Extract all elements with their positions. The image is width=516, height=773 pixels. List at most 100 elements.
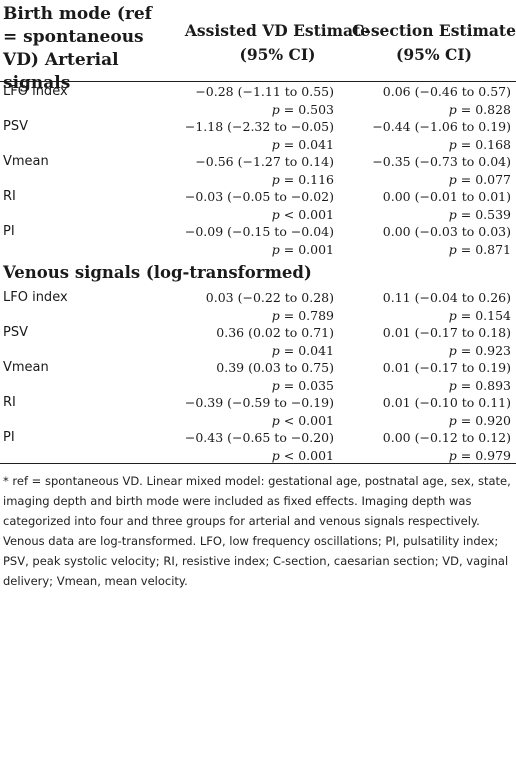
results-table: Birth mode (ref = spontaneous VD) Arteri… <box>0 0 516 588</box>
c-section-cell: 0.06 (−0.46 to 0.57) p = 0.828 <box>383 83 511 119</box>
assisted-vd-cell: −0.03 (−0.05 to −0.02) p < 0.001 <box>185 188 334 224</box>
assisted-vd-p-value: p = 0.035 <box>216 377 334 395</box>
table-row: PSV −1.18 (−2.32 to −0.05) p = 0.041 −0.44 … <box>0 117 516 152</box>
assisted-vd-estimate: −0.09 (−0.15 to −0.04) <box>184 224 334 239</box>
p-symbol: p <box>448 448 457 463</box>
p-symbol: p <box>448 413 457 428</box>
p-symbol: p <box>271 137 280 152</box>
assisted-vd-estimate: 0.36 (0.02 to 0.71) <box>216 325 334 340</box>
assisted-vd-cell: −0.28 (−1.11 to 0.55) p = 0.503 <box>195 83 334 119</box>
c-section-estimate: 0.01 (−0.17 to 0.18) <box>382 325 511 340</box>
table-footnote: * ref = spontaneous VD. Linear mixed mod… <box>3 474 511 588</box>
c-section-estimate: 0.11 (−0.04 to 0.26) <box>382 290 511 305</box>
p-value: = 0.154 <box>460 308 511 323</box>
assisted-vd-cell: 0.36 (0.02 to 0.71) p = 0.041 <box>216 324 334 360</box>
p-symbol: p <box>271 207 280 222</box>
row-label: RI <box>3 395 16 410</box>
p-symbol: p <box>448 308 457 323</box>
table-bottom-rule <box>0 463 516 464</box>
p-value: = 0.923 <box>460 343 511 358</box>
c-section-cell: 0.01 (−0.10 to 0.11) p = 0.920 <box>383 394 511 430</box>
venous-section: LFO index 0.03 (−0.22 to 0.28) p = 0.789 0.… <box>0 288 516 463</box>
p-symbol: p <box>448 102 457 117</box>
p-symbol: p <box>271 413 280 428</box>
assisted-vd-cell: −1.18 (−2.32 to −0.05) p = 0.041 <box>185 118 334 154</box>
p-value: = 0.041 <box>283 137 334 152</box>
p-symbol: p <box>448 207 457 222</box>
p-symbol: p <box>271 308 280 323</box>
c-section-p-value: p = 0.168 <box>372 136 511 154</box>
venous-section-title: Venous signals (log-transformed) <box>3 263 312 282</box>
c-section-cell: −0.35 (−0.73 to 0.04) p = 0.077 <box>372 153 511 189</box>
p-value: < 0.001 <box>283 413 334 428</box>
header-assisted-vd: Assisted VD Estimate (95% CI) <box>184 21 371 64</box>
c-section-estimate: 0.06 (−0.46 to 0.57) <box>382 84 511 99</box>
p-value: = 0.979 <box>460 448 511 463</box>
p-symbol: p <box>448 242 457 257</box>
row-label: RI <box>3 189 16 204</box>
assisted-vd-p-value: p = 0.041 <box>185 136 334 154</box>
assisted-vd-p-value: p = 0.789 <box>206 307 334 325</box>
p-symbol: p <box>448 172 457 187</box>
assisted-vd-estimate: −0.39 (−0.59 to −0.19) <box>184 395 334 410</box>
c-section-cell: 0.01 (−0.17 to 0.19) p = 0.893 <box>383 359 511 395</box>
c-section-estimate: 0.01 (−0.17 to 0.19) <box>382 360 511 375</box>
assisted-vd-estimate: 0.39 (0.03 to 0.75) <box>216 360 334 375</box>
c-section-estimate: 0.00 (−0.12 to 0.12) <box>382 430 511 445</box>
table-row: Vmean −0.56 (−1.27 to 0.14) p = 0.116 −0.35… <box>0 152 516 187</box>
table-row: LFO index 0.03 (−0.22 to 0.28) p = 0.789 0.… <box>0 288 516 323</box>
assisted-vd-p-value: p = 0.041 <box>216 342 334 360</box>
c-section-p-value: p = 0.893 <box>383 377 511 395</box>
p-symbol: p <box>448 343 457 358</box>
row-label: Vmean <box>3 154 49 169</box>
p-symbol: p <box>271 102 280 117</box>
table-row: RI −0.39 (−0.59 to −0.19) p < 0.001 0.01 (−… <box>0 393 516 428</box>
assisted-vd-estimate: −1.18 (−2.32 to −0.05) <box>184 119 334 134</box>
assisted-vd-p-value: p = 0.503 <box>195 101 334 119</box>
p-value: = 0.035 <box>283 378 334 393</box>
assisted-vd-estimate: −0.03 (−0.05 to −0.02) <box>184 189 334 204</box>
table-row: RI −0.03 (−0.05 to −0.02) p < 0.001 0.00 (−… <box>0 187 516 222</box>
c-section-p-value: p = 0.920 <box>383 412 511 430</box>
row-label: PSV <box>3 119 28 134</box>
assisted-vd-p-value: p = 0.001 <box>185 241 334 259</box>
assisted-vd-estimate: −0.43 (−0.65 to −0.20) <box>184 430 334 445</box>
assisted-vd-cell: −0.09 (−0.15 to −0.04) p = 0.001 <box>185 223 334 259</box>
row-label: Vmean <box>3 360 49 375</box>
assisted-vd-cell: 0.03 (−0.22 to 0.28) p = 0.789 <box>206 289 334 325</box>
p-symbol: p <box>271 242 280 257</box>
assisted-vd-cell: −0.43 (−0.65 to −0.20) p < 0.001 <box>185 429 334 465</box>
c-section-cell: 0.00 (−0.03 to 0.03) p = 0.871 <box>383 223 511 259</box>
assisted-vd-p-value: p < 0.001 <box>185 206 334 224</box>
c-section-estimate: 0.01 (−0.10 to 0.11) <box>382 395 511 410</box>
c-section-estimate: −0.35 (−0.73 to 0.04) <box>372 154 511 169</box>
assisted-vd-cell: −0.56 (−1.27 to 0.14) p = 0.116 <box>195 153 334 189</box>
c-section-cell: 0.00 (−0.12 to 0.12) p = 0.979 <box>383 429 511 465</box>
c-section-p-value: p = 0.077 <box>372 171 511 189</box>
assisted-vd-estimate: 0.03 (−0.22 to 0.28) <box>205 290 334 305</box>
c-section-p-value: p = 0.154 <box>383 307 511 325</box>
p-value: < 0.001 <box>283 448 334 463</box>
p-value: = 0.001 <box>283 242 334 257</box>
c-section-p-value: p = 0.871 <box>383 241 511 259</box>
p-value: = 0.871 <box>460 242 511 257</box>
table-header: Birth mode (ref = spontaneous VD) Arteri… <box>0 0 516 93</box>
assisted-vd-estimate: −0.56 (−1.27 to 0.14) <box>195 154 334 169</box>
p-value: = 0.116 <box>283 172 334 187</box>
row-label: LFO index <box>3 290 68 305</box>
c-section-estimate: 0.00 (−0.03 to 0.03) <box>382 224 511 239</box>
c-section-p-value: p = 0.828 <box>383 101 511 119</box>
p-symbol: p <box>448 378 457 393</box>
assisted-vd-p-value: p < 0.001 <box>185 412 334 430</box>
header-c-section: C-section Estimate (95% CI) <box>352 21 516 64</box>
p-symbol: p <box>271 172 280 187</box>
table-row: PI −0.43 (−0.65 to −0.20) p < 0.001 0.00 (−… <box>0 428 516 463</box>
p-value: < 0.001 <box>283 207 334 222</box>
p-symbol: p <box>448 137 457 152</box>
p-value: = 0.893 <box>460 378 511 393</box>
header-birth-mode: Birth mode (ref = spontaneous VD) Arteri… <box>3 4 152 93</box>
table-row: Vmean 0.39 (0.03 to 0.75) p = 0.035 0.01 (−… <box>0 358 516 393</box>
c-section-p-value: p = 0.539 <box>383 206 511 224</box>
assisted-vd-cell: −0.39 (−0.59 to −0.19) p < 0.001 <box>185 394 334 430</box>
row-label: PSV <box>3 325 28 340</box>
